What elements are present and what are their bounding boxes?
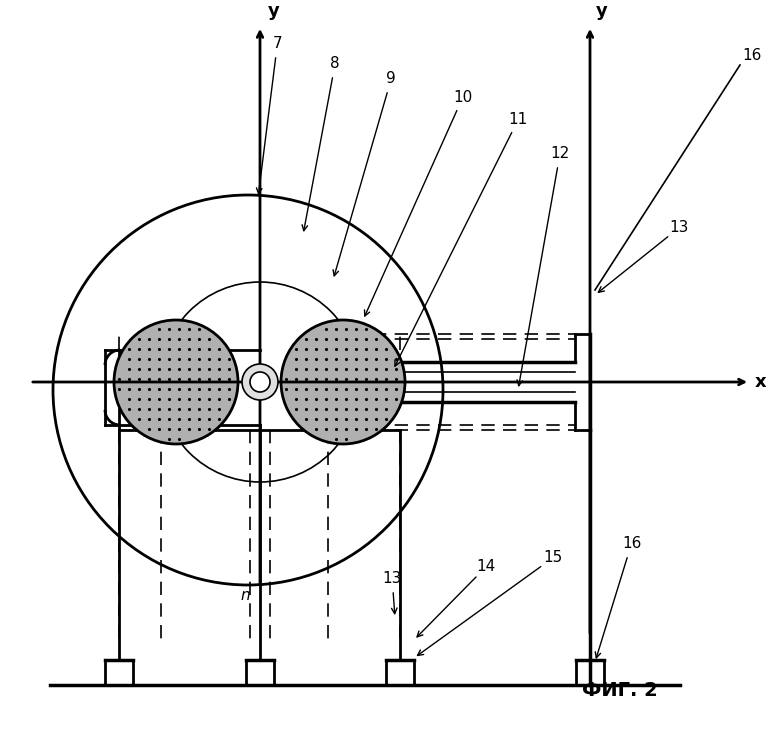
- Text: 16: 16: [742, 48, 761, 63]
- Text: 16: 16: [622, 536, 641, 551]
- Text: n: n: [240, 589, 250, 604]
- Circle shape: [242, 364, 278, 400]
- Text: 7: 7: [273, 35, 282, 51]
- Text: 13: 13: [382, 570, 402, 586]
- Text: y: y: [268, 2, 280, 20]
- Text: 14: 14: [477, 559, 496, 574]
- Text: y: y: [596, 2, 608, 20]
- Circle shape: [281, 320, 405, 444]
- Circle shape: [114, 320, 238, 444]
- Text: ФИГ. 2: ФИГ. 2: [582, 681, 658, 699]
- Text: 12: 12: [551, 146, 569, 160]
- Text: 9: 9: [386, 71, 396, 86]
- Text: 8: 8: [331, 56, 340, 71]
- Circle shape: [250, 372, 270, 392]
- Text: 13: 13: [670, 220, 689, 235]
- Text: 11: 11: [509, 112, 528, 127]
- Text: x: x: [755, 373, 767, 391]
- Text: 15: 15: [543, 551, 562, 565]
- Text: 10: 10: [453, 90, 473, 105]
